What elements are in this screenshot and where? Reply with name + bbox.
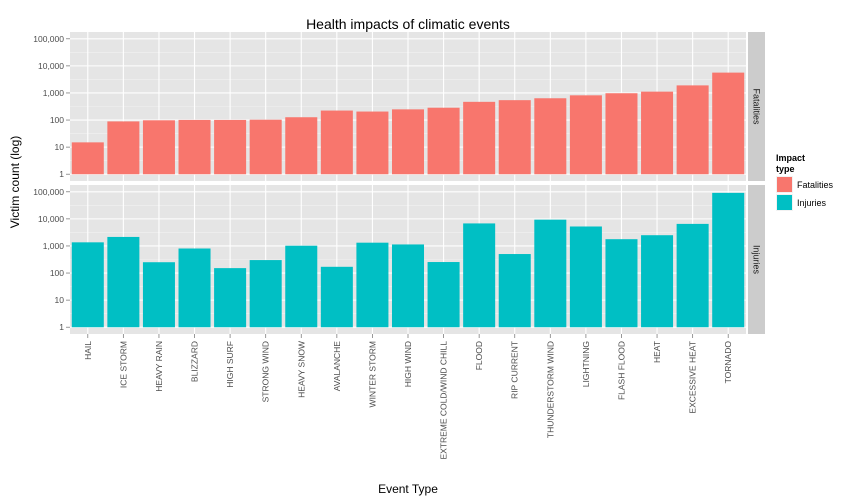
- bar-fatalities-13: [534, 98, 567, 175]
- y-tick-label: 10,000: [38, 61, 64, 71]
- x-tick-label: FLASH FLOOD: [616, 341, 626, 400]
- bar-fatalities-18: [712, 72, 745, 175]
- x-tick-label: TORNADO: [723, 341, 733, 384]
- bar-injuries-6: [285, 245, 318, 328]
- y-tick-label: 10: [55, 295, 65, 305]
- bar-injuries-12: [498, 254, 531, 328]
- legend-title-line-1: Impact: [776, 153, 805, 163]
- y-tick-label: 100: [50, 115, 64, 125]
- x-tick-label: EXCESSIVE HEAT: [688, 341, 698, 414]
- bar-fatalities-5: [249, 119, 282, 175]
- panel-injuries: 1 10 100 1,000 10,000 100,000 Injuries: [33, 185, 765, 334]
- x-tick-label: HIGH WIND: [403, 341, 413, 387]
- bar-injuries-4: [214, 268, 247, 328]
- legend-label-injuries: Injuries: [797, 198, 827, 208]
- bar-fatalities-12: [498, 100, 531, 175]
- y-tick-label: 1: [59, 322, 64, 332]
- y-tick-label: 10,000: [38, 214, 64, 224]
- y-tick-label: 1,000: [43, 241, 65, 251]
- x-tick-label: BLIZZARD: [190, 341, 200, 382]
- bar-injuries-11: [463, 223, 496, 328]
- bar-fatalities-14: [569, 95, 602, 175]
- chart-title: Health impacts of climatic events: [306, 16, 510, 32]
- bar-injuries-15: [605, 239, 638, 328]
- bar-injuries-8: [356, 242, 389, 328]
- y-tick-label: 10: [55, 142, 65, 152]
- x-tick-label: LIGHTNING: [581, 341, 591, 387]
- bar-injuries-9: [391, 244, 425, 328]
- bar-fatalities-1: [107, 121, 140, 175]
- x-tick-label: WINTER STORM: [367, 341, 377, 407]
- bar-injuries-3: [178, 248, 211, 328]
- x-tick-label: HIGH SURF: [225, 341, 235, 388]
- bar-injuries-18: [712, 192, 745, 328]
- bar-fatalities-17: [676, 85, 709, 175]
- x-tick-label: RIP CURRENT: [510, 341, 520, 399]
- x-tick-label: STRONG WIND: [261, 341, 271, 402]
- x-tick-label: HAIL: [83, 341, 93, 360]
- facet-strip: [748, 32, 765, 181]
- bar-fatalities-0: [71, 142, 104, 175]
- y-axis-title: Victim count (log): [8, 136, 22, 228]
- bar-injuries-2: [142, 262, 175, 328]
- bar-injuries-0: [71, 242, 104, 328]
- bar-fatalities-6: [285, 117, 318, 175]
- x-tick-label: FLOOD: [474, 341, 484, 370]
- panel-fatalities: 1 10 100 1,000 10,000 100,000 Fatalities: [33, 32, 765, 181]
- bar-injuries-7: [320, 266, 353, 328]
- bar-fatalities-15: [605, 93, 638, 175]
- y-tick-label: 100,000: [33, 34, 64, 44]
- x-tick-label: HEAT: [652, 341, 662, 363]
- x-tick-label: ICE STORM: [118, 341, 128, 388]
- bar-fatalities-4: [214, 119, 247, 175]
- y-tick-label: 1,000: [43, 88, 65, 98]
- bar-injuries-1: [107, 236, 140, 328]
- bar-fatalities-8: [356, 111, 389, 175]
- legend-label-fatalities: Fatalities: [797, 180, 834, 190]
- x-axis-title: Event Type: [378, 482, 438, 496]
- legend-key-injuries: [777, 195, 792, 210]
- bar-injuries-13: [534, 219, 567, 328]
- bar-injuries-16: [641, 235, 674, 328]
- bar-fatalities-7: [320, 110, 353, 175]
- x-tick-label: THUNDERSTORM WIND: [545, 341, 555, 438]
- x-tick-label: HEAVY RAIN: [154, 341, 164, 392]
- x-axis: HAIL ICE STORM HEAVY RAIN BLIZZARD HIGH SURF…: [83, 334, 733, 460]
- y-tick-label: 100: [50, 268, 64, 278]
- y-tick-label: 100,000: [33, 187, 64, 197]
- facet-panels: 1 10 100 1,000 10,000 100,000 Fatalities 1 10 100…: [33, 32, 765, 334]
- facet-strip: [748, 185, 765, 334]
- bar-fatalities-16: [641, 91, 674, 175]
- x-tick-label: AVALANCHE: [332, 341, 342, 392]
- bar-injuries-17: [676, 223, 709, 328]
- facet-strip-label: Fatalities: [752, 88, 762, 125]
- y-tick-label: 1: [59, 169, 64, 179]
- bar-fatalities-10: [427, 107, 460, 175]
- bar-fatalities-9: [391, 109, 425, 175]
- bar-fatalities-3: [178, 119, 211, 175]
- bar-injuries-14: [569, 226, 602, 328]
- legend-key-fatalities: [777, 177, 792, 192]
- legend-title-line-2: type: [776, 164, 795, 174]
- bar-fatalities-11: [463, 101, 496, 175]
- bar-injuries-10: [427, 262, 460, 328]
- x-tick-label: HEAVY SNOW: [296, 341, 306, 398]
- facet-strip-label: Injuries: [752, 245, 762, 275]
- x-tick-label: EXTREME COLD/WIND CHILL: [439, 341, 449, 460]
- bar-fatalities-2: [142, 120, 175, 175]
- bar-injuries-5: [249, 260, 282, 328]
